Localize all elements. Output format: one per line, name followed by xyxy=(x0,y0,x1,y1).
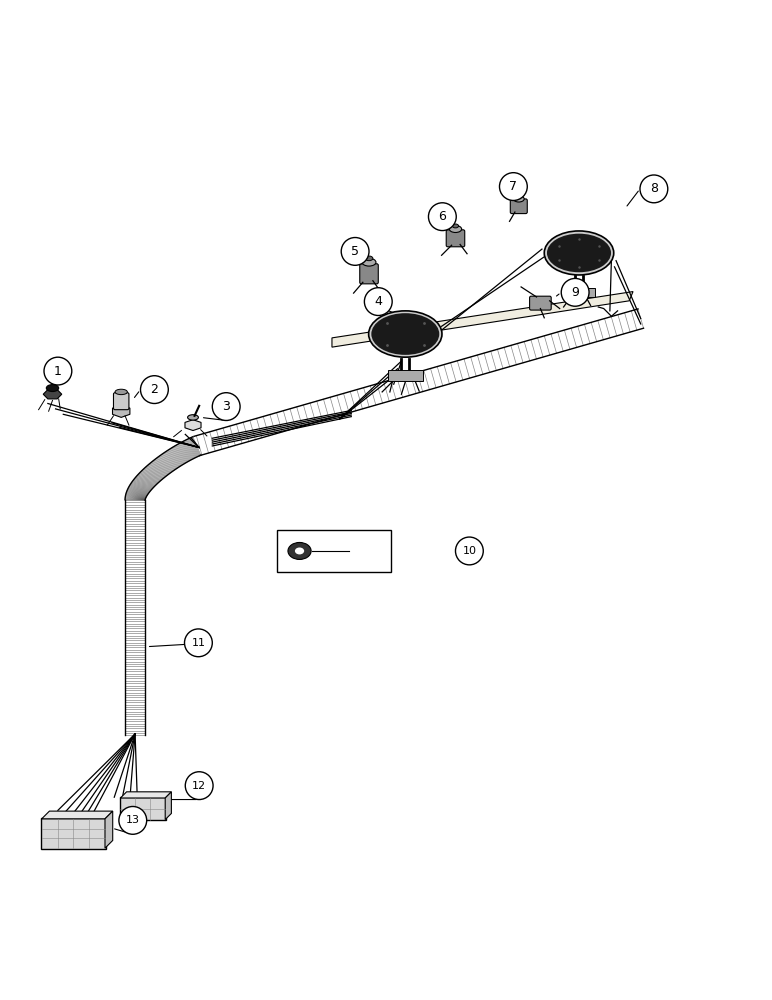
Polygon shape xyxy=(185,420,201,431)
Polygon shape xyxy=(105,811,113,848)
Polygon shape xyxy=(120,792,171,798)
Circle shape xyxy=(640,175,668,203)
Ellipse shape xyxy=(449,226,462,233)
Text: 1: 1 xyxy=(54,365,62,378)
Text: 13: 13 xyxy=(126,815,140,825)
Ellipse shape xyxy=(547,234,611,272)
Circle shape xyxy=(185,629,212,657)
Ellipse shape xyxy=(362,258,376,266)
Circle shape xyxy=(44,357,72,385)
Polygon shape xyxy=(43,390,62,399)
Ellipse shape xyxy=(295,547,304,554)
Circle shape xyxy=(455,537,483,565)
Text: 9: 9 xyxy=(571,286,579,299)
Text: 12: 12 xyxy=(192,781,206,791)
Ellipse shape xyxy=(368,311,442,357)
Ellipse shape xyxy=(371,313,439,355)
Circle shape xyxy=(212,393,240,420)
Circle shape xyxy=(561,278,589,306)
Text: 2: 2 xyxy=(151,383,158,396)
Text: 8: 8 xyxy=(650,182,658,195)
FancyBboxPatch shape xyxy=(563,288,595,297)
FancyBboxPatch shape xyxy=(530,296,551,310)
Circle shape xyxy=(185,772,213,800)
Text: 4: 4 xyxy=(374,295,382,308)
FancyBboxPatch shape xyxy=(113,393,129,410)
Text: 11: 11 xyxy=(191,638,205,648)
FancyBboxPatch shape xyxy=(41,818,106,849)
Ellipse shape xyxy=(115,389,127,395)
Circle shape xyxy=(141,376,168,403)
Ellipse shape xyxy=(188,415,198,420)
Ellipse shape xyxy=(513,196,524,202)
Ellipse shape xyxy=(288,542,311,559)
Circle shape xyxy=(341,238,369,265)
Polygon shape xyxy=(42,811,113,819)
Circle shape xyxy=(364,288,392,315)
Text: 5: 5 xyxy=(351,245,359,258)
FancyBboxPatch shape xyxy=(388,370,423,381)
Circle shape xyxy=(428,203,456,231)
Polygon shape xyxy=(165,792,171,820)
Text: 7: 7 xyxy=(510,180,517,193)
Polygon shape xyxy=(332,292,633,347)
Circle shape xyxy=(499,173,527,200)
FancyBboxPatch shape xyxy=(120,797,166,820)
FancyBboxPatch shape xyxy=(510,199,527,214)
Text: 3: 3 xyxy=(222,400,230,413)
Ellipse shape xyxy=(452,224,459,228)
FancyBboxPatch shape xyxy=(360,264,378,284)
Circle shape xyxy=(119,806,147,834)
FancyBboxPatch shape xyxy=(446,230,465,247)
Polygon shape xyxy=(113,405,130,417)
Ellipse shape xyxy=(46,385,59,392)
Text: 6: 6 xyxy=(438,210,446,223)
Ellipse shape xyxy=(544,231,614,275)
FancyBboxPatch shape xyxy=(277,530,391,572)
Ellipse shape xyxy=(365,256,373,261)
Text: 10: 10 xyxy=(462,546,476,556)
